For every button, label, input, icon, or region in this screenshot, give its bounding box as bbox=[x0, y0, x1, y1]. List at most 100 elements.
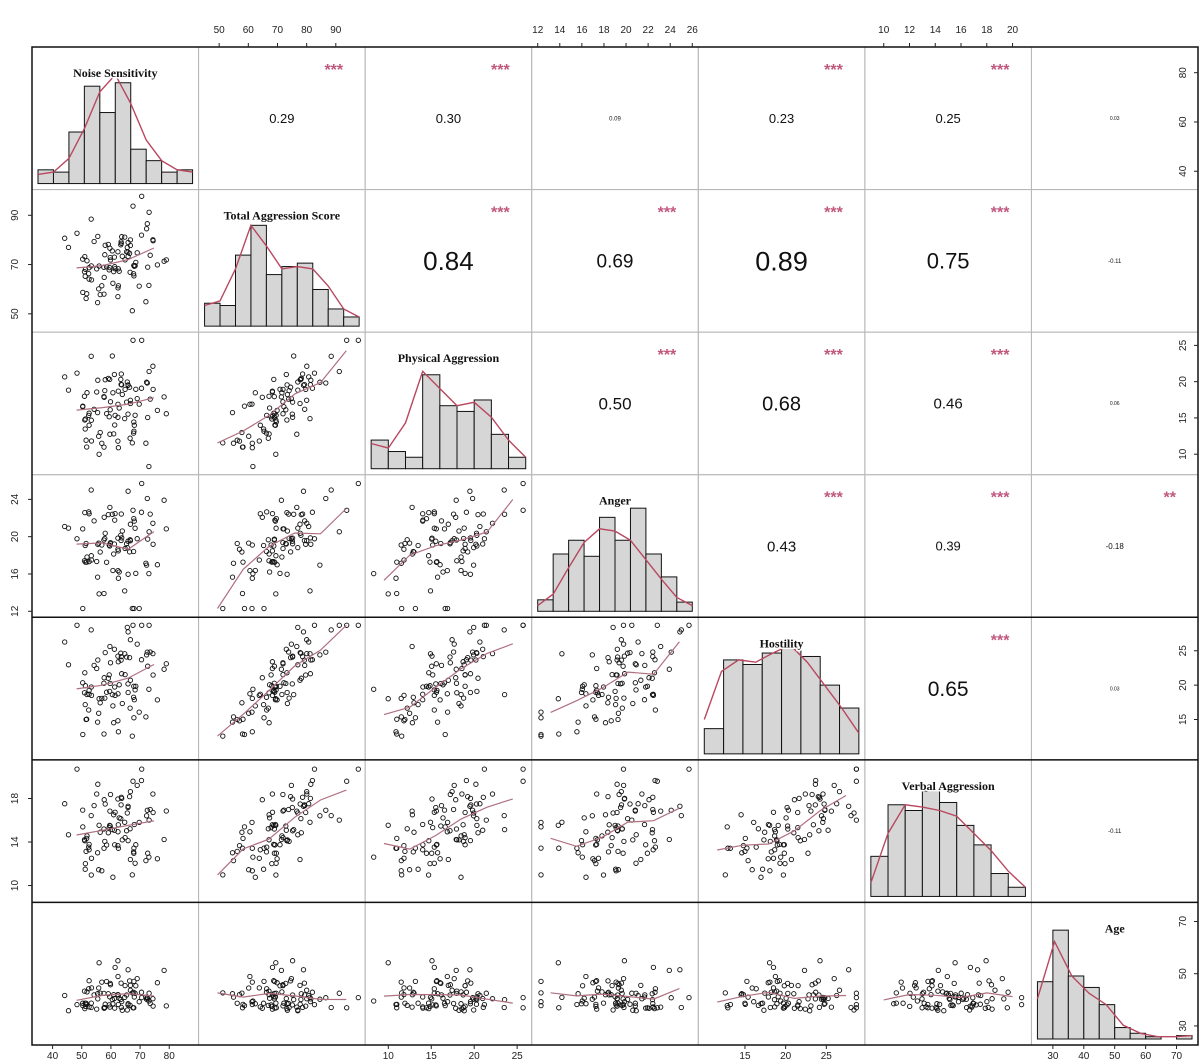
scatter-point bbox=[444, 973, 450, 980]
scatter-point bbox=[429, 653, 435, 659]
scatter-point bbox=[899, 985, 906, 991]
scatter-point bbox=[131, 1005, 137, 1011]
scatter-point bbox=[602, 812, 609, 818]
scatter-point bbox=[820, 791, 826, 797]
scatter-point bbox=[608, 718, 614, 724]
scatter-point bbox=[581, 815, 587, 821]
scatter-point bbox=[620, 1001, 627, 1008]
left-tick-label: 20 bbox=[10, 531, 21, 543]
scatter-point bbox=[65, 662, 72, 668]
scatter-point bbox=[102, 801, 108, 807]
scatter-point bbox=[154, 407, 161, 414]
scatter-point bbox=[328, 353, 334, 359]
scatter-point bbox=[668, 649, 674, 655]
scatter-point bbox=[279, 989, 285, 995]
scatter-point bbox=[425, 872, 432, 878]
scatter-point bbox=[812, 781, 819, 787]
scatter-point bbox=[727, 1001, 734, 1008]
variable-label: Anger bbox=[599, 494, 632, 508]
scatter-point bbox=[147, 649, 153, 655]
scatter-point bbox=[161, 497, 167, 503]
histogram-bar bbox=[83, 85, 101, 185]
scatter-point bbox=[629, 990, 635, 996]
scatter-point bbox=[394, 559, 400, 565]
top-tick-label: 70 bbox=[272, 25, 284, 36]
scatter-point bbox=[277, 842, 283, 848]
scatter-point bbox=[279, 833, 285, 839]
scatter-point bbox=[613, 672, 619, 678]
scatter-point bbox=[828, 1004, 835, 1010]
scatter-point bbox=[613, 1002, 619, 1008]
scatter-point bbox=[84, 559, 90, 565]
density-curve bbox=[204, 223, 360, 318]
scatter-point bbox=[520, 480, 526, 487]
scatter-point bbox=[578, 1001, 585, 1007]
scatter-point bbox=[91, 662, 97, 669]
left-tick-label: 16 bbox=[10, 568, 21, 580]
scatter-point bbox=[256, 438, 262, 444]
scatter-point bbox=[398, 979, 404, 985]
scatter-point bbox=[115, 445, 122, 451]
scatter-point bbox=[635, 801, 641, 807]
scatter-point bbox=[103, 559, 110, 565]
scatter-point bbox=[624, 650, 631, 656]
right-tick-label: 10 bbox=[1178, 448, 1189, 460]
correlation-panel-0-4: 0.23*** bbox=[769, 62, 844, 126]
scatter-point bbox=[269, 659, 276, 665]
scatter-point bbox=[409, 808, 415, 814]
right-tick-label: 25 bbox=[1178, 339, 1189, 351]
scatter-point bbox=[84, 691, 90, 698]
scatter-point bbox=[433, 661, 439, 667]
scatter-point bbox=[112, 422, 118, 428]
scatter-point bbox=[91, 238, 97, 245]
scatter-point bbox=[438, 980, 444, 987]
top-tick-label: 80 bbox=[301, 25, 313, 36]
scatter-point bbox=[447, 654, 453, 660]
scatter-point bbox=[605, 978, 611, 984]
right-tick-label: 20 bbox=[1178, 679, 1189, 691]
scatter-point bbox=[284, 391, 291, 398]
scatter-point bbox=[949, 1002, 955, 1008]
scatter-point bbox=[898, 979, 904, 985]
scatter-point bbox=[105, 991, 111, 997]
scatter-point bbox=[614, 995, 620, 1002]
scatter-point bbox=[257, 422, 263, 428]
scatter-point bbox=[230, 560, 237, 566]
scatter-point bbox=[301, 381, 308, 388]
scatter-point bbox=[985, 1004, 991, 1011]
scatter-point bbox=[112, 684, 118, 690]
scatter-point bbox=[462, 570, 468, 577]
scatter-point bbox=[355, 994, 361, 1001]
scatter-point bbox=[234, 848, 240, 855]
scatter-point bbox=[101, 514, 107, 520]
scatter-point bbox=[291, 511, 297, 517]
scatter-point bbox=[131, 683, 137, 689]
scatter-point bbox=[784, 804, 790, 811]
scatter-point bbox=[129, 872, 135, 878]
scatter-point bbox=[621, 795, 628, 802]
scatter-point bbox=[304, 791, 310, 797]
scatter-point bbox=[115, 973, 121, 980]
scatter-point bbox=[501, 627, 507, 633]
scatter-point bbox=[161, 258, 167, 264]
histogram-bar bbox=[614, 539, 631, 612]
scatter-point bbox=[344, 622, 350, 628]
scatter-point bbox=[274, 562, 280, 568]
bottom-tick-label: 40 bbox=[47, 1051, 59, 1062]
scatter-point bbox=[820, 996, 827, 1003]
scatter-point bbox=[441, 526, 448, 532]
significance-stars: *** bbox=[991, 632, 1010, 649]
scatter-point bbox=[463, 989, 470, 995]
scatter-point bbox=[266, 812, 272, 818]
scatter-point bbox=[273, 850, 279, 856]
scatter-point bbox=[124, 379, 130, 385]
scatter-point bbox=[423, 515, 430, 522]
scatter-point bbox=[406, 540, 413, 546]
scatter-point bbox=[415, 1000, 421, 1006]
scatter-point bbox=[447, 660, 453, 666]
scatter-point bbox=[288, 641, 295, 647]
scatter-point bbox=[470, 652, 477, 658]
scatter-point bbox=[633, 860, 639, 866]
scatter-point bbox=[107, 264, 113, 271]
scatter-point bbox=[538, 715, 544, 721]
